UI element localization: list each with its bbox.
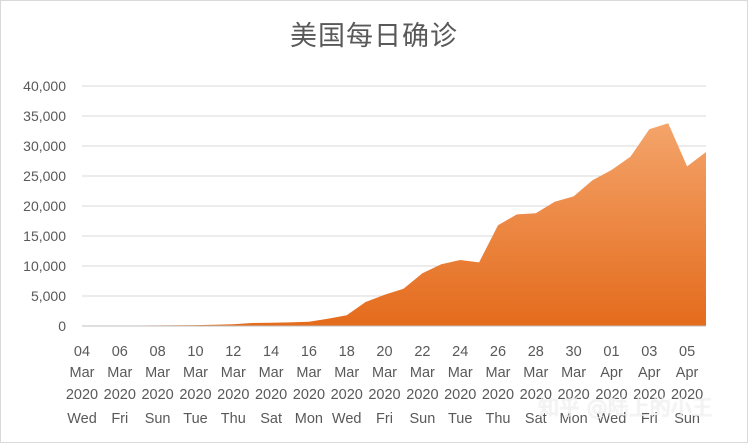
x-tick-label-year: 2020: [104, 387, 136, 403]
x-tick-label-day: 01: [603, 344, 619, 360]
x-tick-label-year: 2020: [406, 387, 438, 403]
y-tick-label: 20,000: [23, 198, 66, 214]
y-tick-label: 35,000: [23, 108, 66, 124]
x-tick-label-day: 12: [225, 344, 241, 360]
x-tick-label-day: 22: [414, 344, 430, 360]
x-tick-label-day: 10: [187, 344, 203, 360]
x-tick-label-month: Mar: [107, 365, 132, 381]
x-tick-label-month: Mar: [221, 365, 246, 381]
y-tick-label: 15,000: [23, 228, 66, 244]
x-tick-label-year: 2020: [482, 387, 514, 403]
x-tick-label-day: 24: [452, 344, 468, 360]
x-tick-label-weekday: Tue: [448, 411, 472, 427]
x-tick-label-year: 2020: [217, 387, 249, 403]
x-tick-label-day: 14: [263, 344, 279, 360]
x-tick-label-month: Apr: [638, 365, 661, 381]
x-tick-label-year: 2020: [557, 387, 589, 403]
x-tick-label-weekday: Tue: [183, 411, 207, 427]
y-tick-label: 30,000: [23, 138, 66, 154]
y-tick-label: 25,000: [23, 168, 66, 184]
x-tick-label-year: 2020: [331, 387, 363, 403]
x-axis: 04 Mar 2020 Wed 06 Mar 2020 Fri 08 Mar 2020 Sun 10 Ma…: [66, 325, 706, 427]
x-tick-label-month: Mar: [183, 365, 208, 381]
x-tick-label-day: 30: [566, 344, 582, 360]
x-tick-label-year: 2020: [633, 387, 665, 403]
x-tick-label-year: 2020: [66, 387, 98, 403]
x-tick-label-year: 2020: [255, 387, 287, 403]
x-tick-label-month: Mar: [70, 365, 95, 381]
x-tick-label-month: Mar: [523, 365, 548, 381]
x-tick-label-year: 2020: [293, 387, 325, 403]
x-tick-label-weekday: Sat: [260, 411, 282, 427]
x-tick-label-weekday: Fri: [111, 411, 128, 427]
x-tick-label-year: 2020: [444, 387, 476, 403]
x-tick-label-weekday: Fri: [376, 411, 393, 427]
x-tick-label-month: Mar: [334, 365, 359, 381]
x-tick-label-day: 16: [301, 344, 317, 360]
x-tick-label-weekday: Sun: [145, 411, 171, 427]
x-tick-label-month: Mar: [561, 365, 586, 381]
x-tick-label-day: 08: [150, 344, 166, 360]
x-tick-label-day: 28: [528, 344, 544, 360]
chart-title: 美国每日确诊: [290, 21, 458, 52]
x-tick-label-year: 2020: [179, 387, 211, 403]
x-tick-label-weekday: Thu: [486, 411, 511, 427]
x-tick-label-month: Mar: [296, 365, 321, 381]
x-tick-label-day: 18: [339, 344, 355, 360]
x-tick-label-year: 2020: [141, 387, 173, 403]
x-tick-label-month: Mar: [145, 365, 170, 381]
x-tick-label-weekday: Mon: [295, 411, 323, 427]
x-tick-label-weekday: Mon: [559, 411, 587, 427]
x-tick-label-year: 2020: [595, 387, 627, 403]
x-tick-label-weekday: Sat: [525, 411, 547, 427]
x-tick-label-day: 26: [490, 344, 506, 360]
watermark: 知乎 @陆上的小王: [538, 396, 713, 420]
x-tick-label-month: Mar: [410, 365, 435, 381]
y-tick-label: 5,000: [31, 288, 66, 304]
y-axis: 0 5,000 10,000 15,000 20,000 25,000 30,000 35,0…: [23, 78, 66, 334]
x-tick-label-year: 2020: [671, 387, 703, 403]
x-tick-label-weekday: Sun: [409, 411, 435, 427]
area-series: [82, 123, 706, 326]
x-tick-label-day: 05: [679, 344, 695, 360]
y-tick-label: 40,000: [23, 78, 66, 94]
y-tick-label: 0: [58, 318, 66, 334]
x-tick-label-month: Mar: [372, 365, 397, 381]
x-tick-label-month: Mar: [448, 365, 473, 381]
x-tick-label-year: 2020: [368, 387, 400, 403]
x-tick-label-weekday: Thu: [221, 411, 246, 427]
x-tick-label-weekday: Fri: [641, 411, 658, 427]
x-tick-label-year: 2020: [520, 387, 552, 403]
x-tick-label-month: Apr: [676, 365, 699, 381]
x-tick-label-weekday: Sun: [674, 411, 700, 427]
x-tick-label-weekday: Wed: [332, 411, 362, 427]
x-tick-label-day: 06: [112, 344, 128, 360]
x-tick-label-weekday: Wed: [597, 411, 627, 427]
x-tick-label-weekday: Wed: [67, 411, 97, 427]
x-tick-label-month: Apr: [600, 365, 623, 381]
x-tick-label-month: Mar: [259, 365, 284, 381]
x-tick-label-day: 04: [74, 344, 90, 360]
x-tick-label-day: 03: [641, 344, 657, 360]
y-tick-label: 10,000: [23, 258, 66, 274]
x-tick-label-day: 20: [376, 344, 392, 360]
x-tick-label-month: Mar: [486, 365, 511, 381]
